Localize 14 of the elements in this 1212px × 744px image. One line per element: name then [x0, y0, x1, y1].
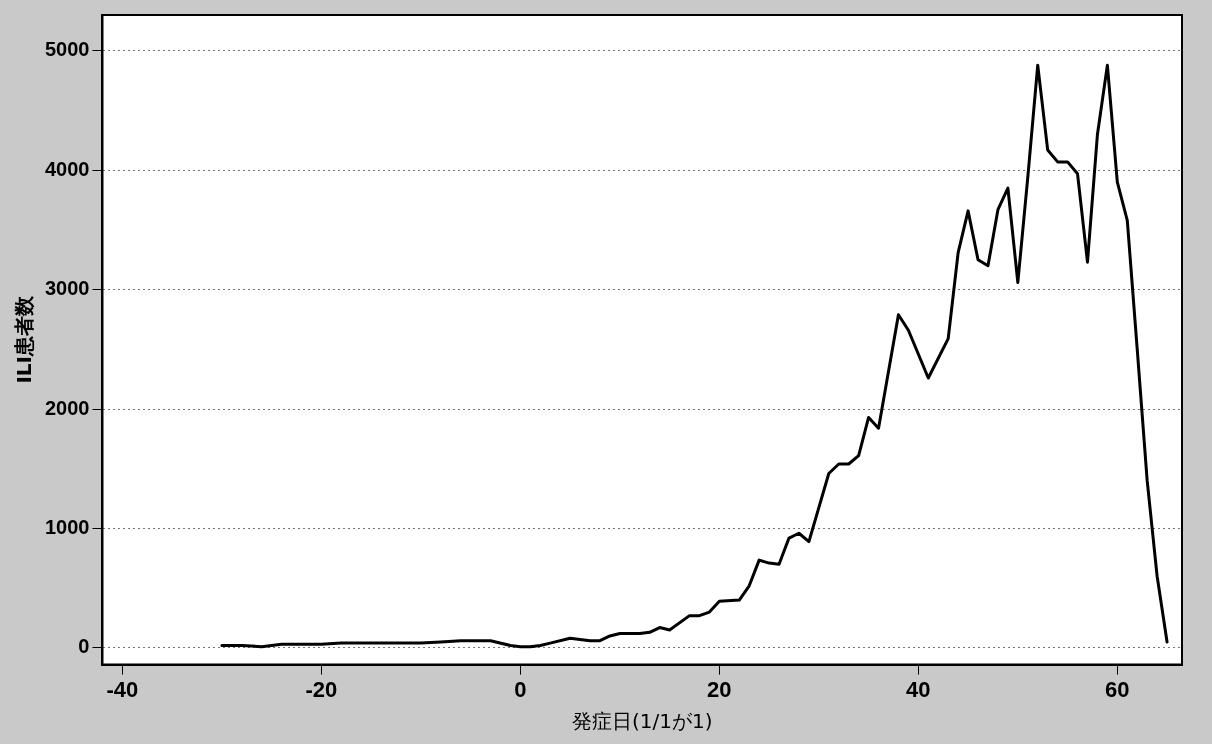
- y-axis-title: ILI患者数: [12, 294, 37, 384]
- x-tick-label: -40: [106, 676, 139, 702]
- y-tick-label: 5000: [44, 38, 90, 61]
- y-tick-label: 1000: [44, 515, 90, 538]
- y-tick-label: 0: [78, 635, 90, 658]
- x-axis-title: 発症日(1/1が1): [571, 709, 713, 734]
- y-tick-label: 2000: [44, 396, 90, 419]
- y-tick-label: 4000: [44, 157, 90, 180]
- x-tick-label: -20: [305, 676, 338, 702]
- x-tick-label: 20: [707, 676, 732, 702]
- x-tick-label: 0: [514, 676, 527, 702]
- x-tick-label: 60: [1105, 676, 1130, 702]
- y-tick-label: 3000: [44, 277, 90, 300]
- x-tick-label: 40: [906, 676, 931, 702]
